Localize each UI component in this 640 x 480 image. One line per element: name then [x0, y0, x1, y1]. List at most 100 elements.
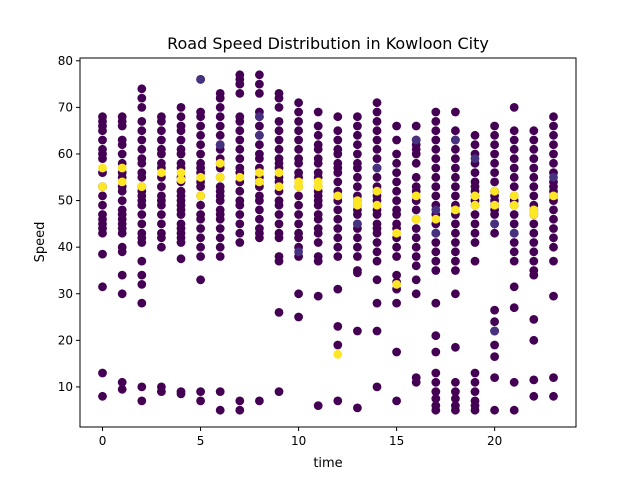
data-point	[470, 228, 480, 238]
data-point	[137, 126, 147, 136]
data-point	[274, 200, 284, 210]
data-point	[509, 247, 519, 257]
data-point	[490, 168, 499, 178]
data-point	[157, 233, 166, 243]
data-point	[451, 228, 460, 238]
data-point	[235, 396, 245, 406]
data-point	[196, 140, 206, 150]
data-point	[490, 352, 499, 361]
data-point	[411, 149, 421, 159]
data-point	[490, 340, 499, 350]
data-point	[372, 210, 382, 219]
data-point	[313, 144, 323, 154]
data-point	[549, 373, 558, 382]
data-point-highlight	[431, 214, 441, 224]
data-point	[294, 219, 303, 229]
data-point	[176, 135, 186, 145]
data-point	[255, 396, 264, 406]
data-point	[274, 126, 284, 136]
data-point	[392, 177, 401, 187]
data-point	[333, 252, 343, 261]
data-point	[372, 275, 382, 285]
data-point	[353, 326, 362, 336]
data-point	[255, 196, 264, 206]
data-point	[98, 135, 107, 145]
data-point	[176, 238, 186, 247]
data-point	[137, 396, 147, 406]
data-point-secondary	[215, 140, 225, 150]
data-point	[294, 233, 303, 243]
data-point	[529, 135, 539, 145]
data-point-highlight	[451, 205, 460, 215]
data-point-highlight	[255, 168, 264, 178]
data-point-highlight	[509, 191, 519, 201]
data-point-secondary	[431, 228, 441, 238]
data-point	[411, 172, 421, 182]
data-point	[313, 228, 323, 238]
data-point	[137, 117, 147, 126]
data-point	[411, 377, 421, 387]
data-point	[509, 256, 519, 266]
data-point	[176, 210, 186, 219]
data-point	[176, 254, 186, 264]
data-point	[294, 210, 303, 219]
x-tick-label: 0	[99, 434, 107, 448]
data-point	[392, 135, 401, 145]
data-point	[509, 303, 519, 313]
data-point	[333, 214, 343, 224]
data-point	[333, 233, 343, 243]
data-point	[470, 168, 480, 178]
data-point	[333, 224, 343, 233]
data-point	[333, 242, 343, 252]
data-point	[333, 126, 343, 136]
data-point-secondary	[549, 172, 558, 182]
data-point	[490, 373, 499, 382]
data-point	[117, 149, 127, 159]
data-point	[529, 270, 539, 280]
data-point	[372, 154, 382, 164]
data-point	[529, 182, 539, 192]
data-point	[451, 394, 460, 403]
data-point	[451, 387, 460, 396]
data-point	[255, 205, 264, 215]
data-point-highlight	[196, 191, 206, 201]
data-point	[313, 256, 323, 266]
data-point	[392, 270, 401, 280]
data-point	[333, 177, 343, 187]
data-point	[196, 224, 206, 233]
data-point	[509, 135, 519, 145]
data-point	[529, 172, 539, 182]
data-point	[196, 396, 206, 406]
data-point-secondary	[196, 75, 206, 84]
data-point	[137, 135, 147, 145]
data-point-highlight	[313, 182, 323, 192]
data-point	[235, 89, 245, 98]
data-point	[294, 158, 303, 168]
data-point	[235, 117, 245, 126]
data-point	[470, 377, 480, 387]
data-point	[235, 186, 245, 196]
data-point	[411, 233, 421, 243]
data-point	[490, 210, 499, 219]
data-point	[431, 347, 441, 357]
data-point	[137, 256, 147, 266]
data-point	[490, 140, 499, 150]
data-point	[353, 403, 362, 413]
data-point	[274, 210, 284, 219]
y-tick-label: 30	[58, 287, 73, 301]
data-point	[372, 298, 382, 308]
data-point	[313, 130, 323, 140]
data-point	[549, 130, 558, 140]
data-point-highlight	[470, 200, 480, 210]
data-point	[333, 135, 343, 145]
data-point	[451, 219, 460, 229]
data-point	[255, 121, 264, 131]
y-tick-label: 80	[58, 54, 73, 68]
data-point	[549, 205, 558, 215]
data-point	[509, 405, 519, 415]
data-point	[470, 387, 480, 396]
data-point	[451, 172, 460, 182]
data-point-secondary	[470, 154, 480, 164]
data-point	[490, 228, 499, 238]
data-point	[411, 205, 421, 215]
